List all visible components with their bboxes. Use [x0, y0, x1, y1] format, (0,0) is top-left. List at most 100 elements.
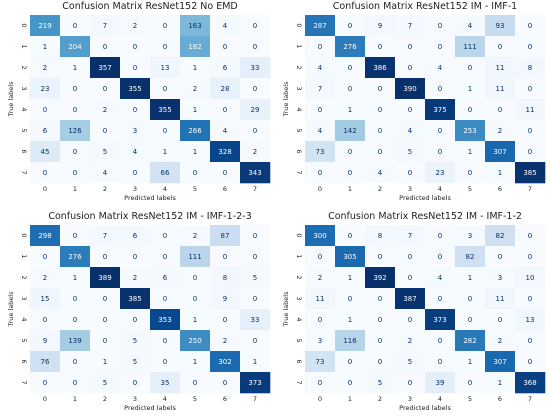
- heatmap-cell: [485, 288, 516, 310]
- heatmap-cell: [210, 36, 241, 58]
- heatmap-cell: [150, 330, 181, 352]
- cell-value-label: 0: [103, 85, 107, 93]
- cell-value-label: 87: [221, 232, 230, 240]
- heatmap-cell: [425, 99, 456, 121]
- heatmap-cell: [150, 57, 181, 79]
- heatmap-cell: [120, 267, 151, 289]
- heatmap-cell: [425, 372, 456, 394]
- cell-value-label: 0: [408, 316, 412, 324]
- cell-value-label: 0: [378, 43, 382, 51]
- heatmap-cell: [365, 78, 396, 100]
- heatmap-cell: [305, 267, 336, 289]
- heatmap-cell: [180, 36, 211, 58]
- cell-value-label: 111: [188, 253, 201, 261]
- heatmap-cell: [120, 57, 151, 79]
- cell-value-label: 33: [251, 316, 260, 324]
- heatmap-cell: [485, 120, 516, 142]
- cell-value-label: 0: [528, 85, 532, 93]
- heatmap-cell: [210, 225, 241, 247]
- cell-value-label: 5: [253, 274, 257, 282]
- heatmap-cell: [30, 246, 61, 268]
- cell-value-label: 0: [348, 169, 352, 177]
- heatmap-cell: [365, 162, 396, 184]
- heatmap-cell: [515, 78, 546, 100]
- cell-value-label: 8: [528, 64, 532, 72]
- x-tick-label: 5: [193, 185, 197, 193]
- cell-value-label: 5: [408, 358, 412, 366]
- heatmap-cell: [120, 288, 151, 310]
- cell-value-label: 5: [103, 148, 107, 156]
- cell-value-label: 0: [528, 253, 532, 261]
- heatmap-cell: [150, 225, 181, 247]
- heatmap-cell: [395, 267, 426, 289]
- heatmap-cell: [455, 15, 486, 37]
- heatmap-cell: [455, 36, 486, 58]
- heatmap-cell: [515, 225, 546, 247]
- heatmap-cell: [60, 141, 91, 163]
- x-tick-label: 0: [318, 185, 322, 193]
- heatmap-cell: [60, 99, 91, 121]
- heatmap-cell: [485, 162, 516, 184]
- cell-value-label: 386: [373, 64, 387, 72]
- heatmap-cell: [150, 36, 181, 58]
- cell-value-label: 73: [316, 358, 325, 366]
- heatmap-cell: [305, 288, 336, 310]
- y-tick-label: 6: [20, 149, 28, 153]
- cell-value-label: 4: [103, 169, 108, 177]
- x-tick-label: 4: [163, 395, 167, 403]
- heatmap-cell: [515, 246, 546, 268]
- x-axis-label: Predicted labels: [124, 404, 176, 412]
- cell-value-label: 0: [438, 127, 442, 135]
- cell-value-label: 3: [318, 337, 322, 345]
- heatmap-cell: [150, 99, 181, 121]
- heatmap-cell: [485, 78, 516, 100]
- heatmap-cell: [150, 78, 181, 100]
- cell-value-label: 0: [73, 169, 77, 177]
- heatmap-cell: [150, 309, 181, 331]
- heatmap-cell: [485, 141, 516, 163]
- heatmap-cell: [485, 15, 516, 37]
- cell-value-label: 0: [528, 148, 532, 156]
- cell-value-label: 1: [468, 274, 472, 282]
- cell-value-label: 2: [133, 274, 137, 282]
- heatmap-cell: [515, 162, 546, 184]
- x-axis-label: Predicted labels: [399, 404, 451, 412]
- heatmap-cell: [335, 99, 366, 121]
- heatmap-cell: [60, 372, 91, 394]
- cell-value-label: 0: [528, 358, 532, 366]
- heatmap-cell: [60, 57, 91, 79]
- heatmap-cell: [425, 330, 456, 352]
- cell-value-label: 0: [438, 358, 442, 366]
- cell-value-label: 0: [348, 148, 352, 156]
- cell-value-label: 0: [438, 22, 442, 30]
- cell-value-label: 11: [496, 64, 505, 72]
- cell-value-label: 4: [378, 169, 383, 177]
- heatmap-cell: [335, 225, 366, 247]
- heatmap-cell: [395, 330, 426, 352]
- cell-value-label: 0: [468, 295, 472, 303]
- x-tick-label: 1: [348, 395, 352, 403]
- cell-value-label: 0: [408, 379, 412, 387]
- heatmap-cell: [120, 36, 151, 58]
- heatmap-cell: [485, 36, 516, 58]
- heatmap-cell: [30, 36, 61, 58]
- cell-value-label: 0: [223, 43, 227, 51]
- cell-value-label: 0: [73, 379, 77, 387]
- cell-value-label: 0: [133, 316, 137, 324]
- cell-value-label: 5: [133, 358, 137, 366]
- heatmap-cell: [120, 351, 151, 373]
- cell-value-label: 305: [343, 253, 356, 261]
- y-tick-label: 4: [20, 317, 28, 321]
- y-tick-label: 7: [295, 170, 303, 174]
- cell-value-label: 163: [188, 22, 201, 30]
- cell-value-label: 7: [318, 85, 322, 93]
- heatmap-cell: [365, 57, 396, 79]
- heatmap-cell: [485, 99, 516, 121]
- heatmap-cell: [395, 57, 426, 79]
- heatmap-cell: [335, 15, 366, 37]
- cell-value-label: 0: [528, 43, 532, 51]
- x-tick-label: 0: [318, 395, 322, 403]
- cell-value-label: 0: [73, 358, 77, 366]
- cell-value-label: 1: [193, 148, 197, 156]
- heatmap-cell: [365, 351, 396, 373]
